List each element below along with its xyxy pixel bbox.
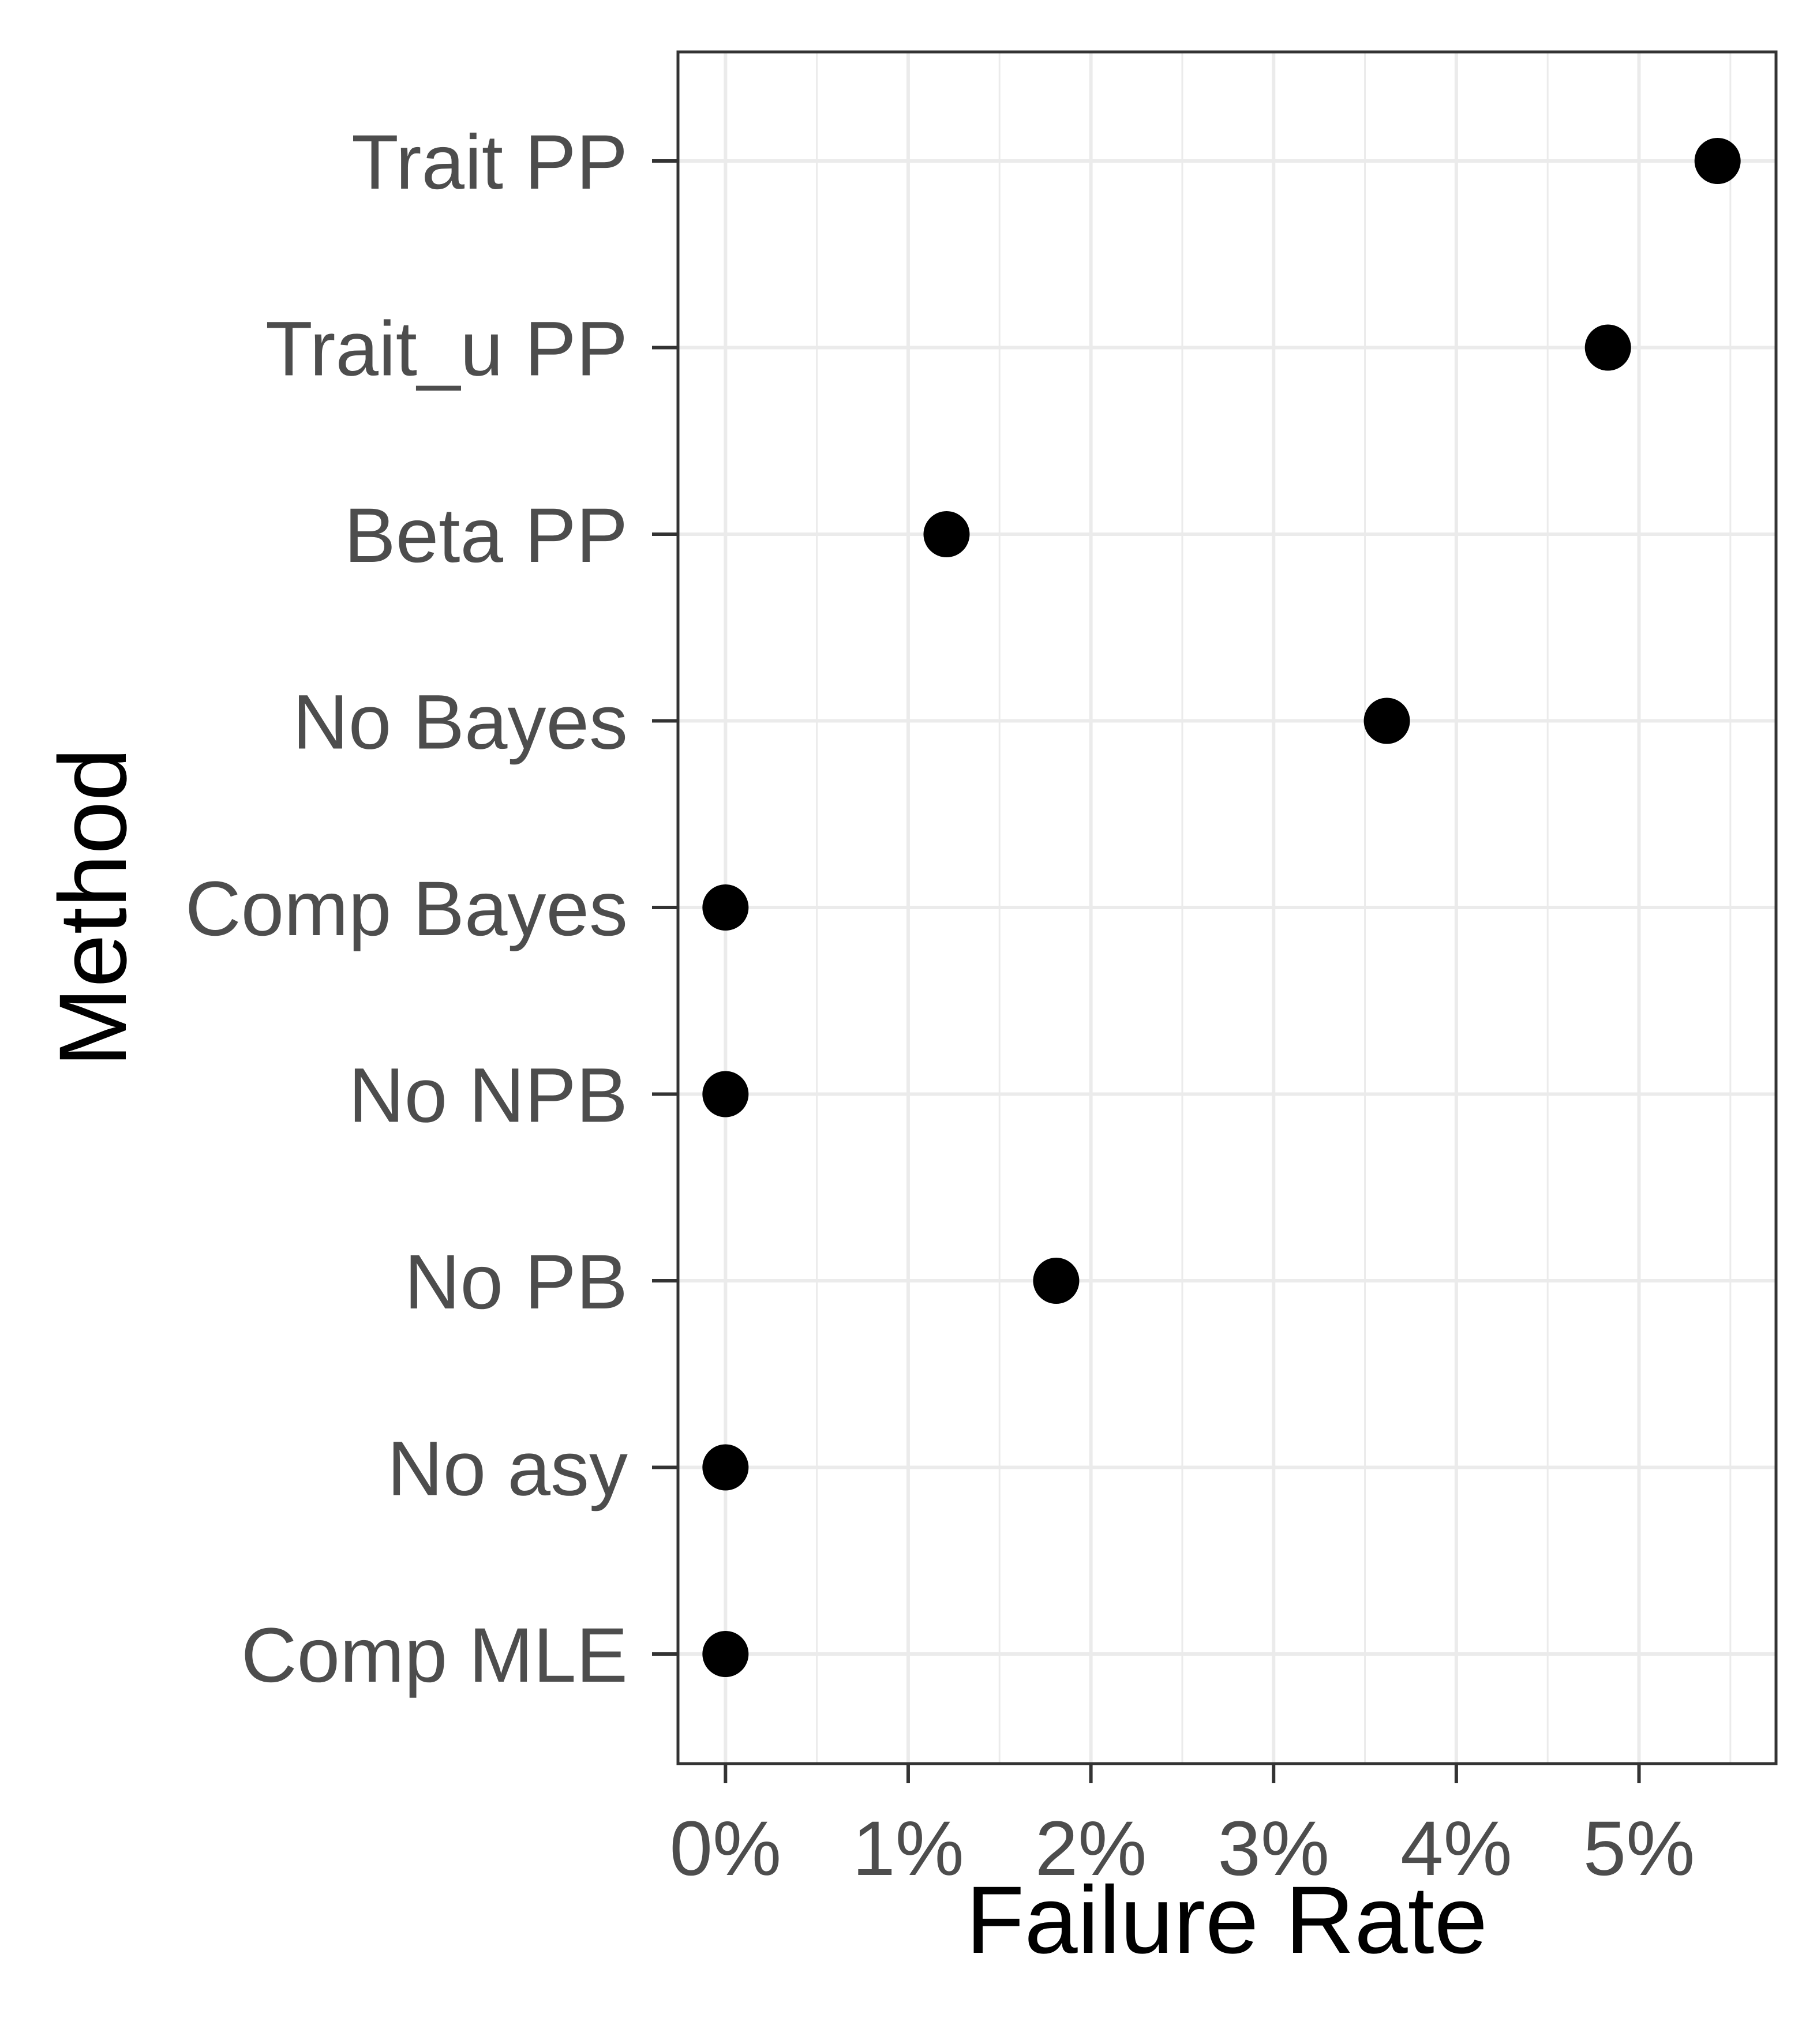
y-tick-label: No NPB <box>349 1053 628 1139</box>
y-axis: Trait PP Trait_u PP Beta PP No Bayes Comp Ba… <box>185 119 678 1698</box>
y-axis-title: Method <box>40 748 147 1067</box>
y-tick-label: Beta PP <box>344 493 628 579</box>
data-point <box>702 1444 749 1491</box>
y-tick-label: Trait PP <box>351 119 628 205</box>
y-tick-label: No asy <box>387 1426 628 1512</box>
y-tick-label: Comp Bayes <box>185 866 628 952</box>
y-tick-label: No Bayes <box>293 680 628 766</box>
data-point <box>1694 138 1741 184</box>
data-point <box>923 511 970 557</box>
x-tick-label: 5% <box>1583 1806 1695 1892</box>
y-tick-label: Comp MLE <box>241 1612 628 1698</box>
x-axis-title: Failure Rate <box>966 1867 1488 1974</box>
x-tick-label: 1% <box>852 1806 964 1892</box>
data-point <box>702 1071 749 1117</box>
y-tick-label: No PB <box>404 1239 628 1325</box>
x-tick-label: 3% <box>1217 1806 1329 1892</box>
data-point <box>1584 324 1631 371</box>
data-point <box>1033 1258 1080 1304</box>
data-points <box>702 138 1741 1677</box>
x-axis: 0% 1% 2% 3% 4% 5% <box>669 1764 1695 1892</box>
data-point <box>702 884 749 931</box>
y-tick-label: Trait_u PP <box>265 306 628 392</box>
x-tick-label: 4% <box>1400 1806 1512 1892</box>
major-gridlines <box>678 52 1776 1764</box>
x-tick-label: 2% <box>1035 1806 1147 1892</box>
data-point <box>1363 697 1410 744</box>
x-tick-label: 0% <box>669 1806 781 1892</box>
data-point <box>702 1631 749 1677</box>
